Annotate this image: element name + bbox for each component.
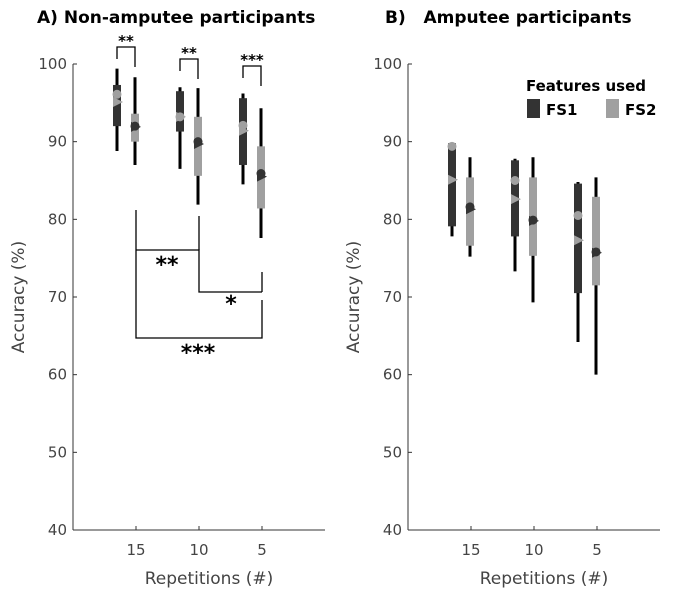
mean-marker [447,141,457,151]
median-marker [529,215,539,226]
median-marker [257,171,267,182]
y-tick-label: 70 [48,288,67,306]
legend: Features used FS1 FS2 [526,77,657,119]
significance-bracket [135,210,263,339]
median-marker [592,247,602,258]
median-marker [466,204,476,215]
median-marker [113,97,123,108]
significance-label: ** [155,253,179,278]
box-body [113,84,121,127]
significance-bracket [242,65,262,86]
y-tick-label: 90 [383,133,402,151]
mean-marker [510,176,520,185]
x-tick-label: 5 [592,541,602,559]
significance-label: ** [118,32,134,50]
legend-swatch-fs1 [527,99,540,118]
y-tick-label: 50 [383,443,402,461]
legend-label-fs1: FS1 [546,101,578,119]
significance-label: * [225,292,237,317]
median-marker [194,138,204,149]
median-marker [511,194,521,205]
panel-b-title: B) Amputee participants [385,8,632,28]
panel-a-chart: 40 50 60 70 80 90 100 15 10 5 Repetitions (#) Accur… [9,32,325,589]
mean-marker [112,89,122,99]
y-axis-label: Accuracy (%) [344,241,364,353]
box-body [448,143,456,227]
legend-swatch-fs2 [606,99,619,118]
median-marker [239,125,249,136]
panel-b-chart: 40 50 60 70 80 90 100 15 10 5 Repetitions (#) Accur… [344,55,660,589]
x-axis-label: Repetitions (#) [145,569,273,589]
significance-bracket [179,58,199,79]
median-marker [131,121,141,132]
x-tick-label: 5 [257,541,267,559]
y-tick-label: 40 [48,521,67,539]
significance-bracket [116,46,136,67]
x-tick-label: 10 [524,541,543,559]
y-tick-label: 40 [383,521,402,539]
y-tick-label: 70 [383,288,402,306]
significance-label: ** [181,44,197,62]
median-marker [574,235,584,246]
significance-label: *** [181,341,216,366]
y-tick-label: 60 [48,366,67,384]
x-axis-label: Repetitions (#) [480,569,608,589]
y-tick-label: 60 [383,366,402,384]
x-tick-label: 10 [189,541,208,559]
significance-label: *** [240,51,264,69]
x-tick-label: 15 [461,541,480,559]
significance-bracket [136,249,262,293]
x-tick-label: 15 [126,541,145,559]
median-marker [176,111,186,122]
y-axis-label: Accuracy (%) [9,241,29,353]
panel-a-title: A) Non-amputee participants [37,8,315,28]
legend-title: Features used [526,77,646,95]
y-tick-label: 80 [383,210,402,228]
y-tick-label: 100 [373,55,402,73]
y-tick-label: 90 [48,133,67,151]
box-body [592,196,600,286]
legend-label-fs2: FS2 [625,101,657,119]
median-marker [448,174,458,185]
mean-marker [573,210,583,220]
y-tick-label: 100 [38,55,67,73]
y-tick-label: 80 [48,210,67,228]
box-body [176,91,184,132]
y-tick-label: 50 [48,443,67,461]
